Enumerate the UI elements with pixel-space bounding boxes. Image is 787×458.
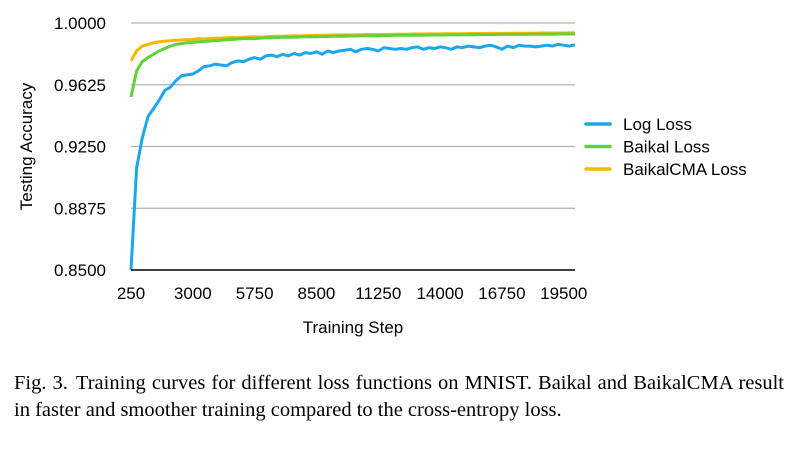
x-tick-labels: 250 3000 5750 8500 11250 14000 16750 19500 bbox=[117, 284, 588, 303]
caption-text: Training curves for different loss funct… bbox=[14, 372, 784, 421]
x-tick-label: 11250 bbox=[355, 284, 401, 303]
legend: Log Loss Baikal Loss BaikalCMA Loss bbox=[584, 115, 747, 179]
legend-label: BaikalCMA Loss bbox=[623, 160, 747, 179]
caption-label: Fig. 3. bbox=[14, 372, 68, 394]
series-line bbox=[129, 42, 576, 271]
y-tick-label: 0.9250 bbox=[54, 138, 106, 157]
x-tick-label: 3000 bbox=[174, 284, 212, 303]
legend-label: Baikal Loss bbox=[623, 138, 710, 157]
series-lines bbox=[129, 31, 576, 271]
x-tick-label: 5750 bbox=[236, 284, 274, 303]
y-tick-label: 0.8500 bbox=[54, 261, 106, 280]
series-line bbox=[129, 32, 575, 98]
x-tick-label: 8500 bbox=[298, 284, 336, 303]
grid-lines bbox=[131, 22, 575, 209]
y-tick-label: 0.8875 bbox=[54, 199, 106, 218]
x-tick-label: 16750 bbox=[478, 284, 525, 303]
y-tick-label: 1.0000 bbox=[54, 14, 106, 33]
y-tick-labels: 0.8500 0.8875 0.9250 0.9625 1.0000 bbox=[54, 14, 106, 280]
x-tick-label: 19500 bbox=[540, 284, 587, 303]
legend-label: Log Loss bbox=[623, 115, 692, 134]
x-tick-label: 14000 bbox=[416, 284, 463, 303]
y-tick-label: 0.9625 bbox=[54, 76, 106, 95]
x-axis-title: Training Step bbox=[303, 318, 403, 337]
chart: 0.8500 0.8875 0.9250 0.9625 1.0000 250 3000 57… bbox=[17, 14, 747, 337]
figure-caption: Fig. 3. Training curves for different los… bbox=[14, 370, 784, 424]
y-axis-title: Testing Accuracy bbox=[17, 82, 36, 210]
x-tick-label: 250 bbox=[117, 284, 145, 303]
